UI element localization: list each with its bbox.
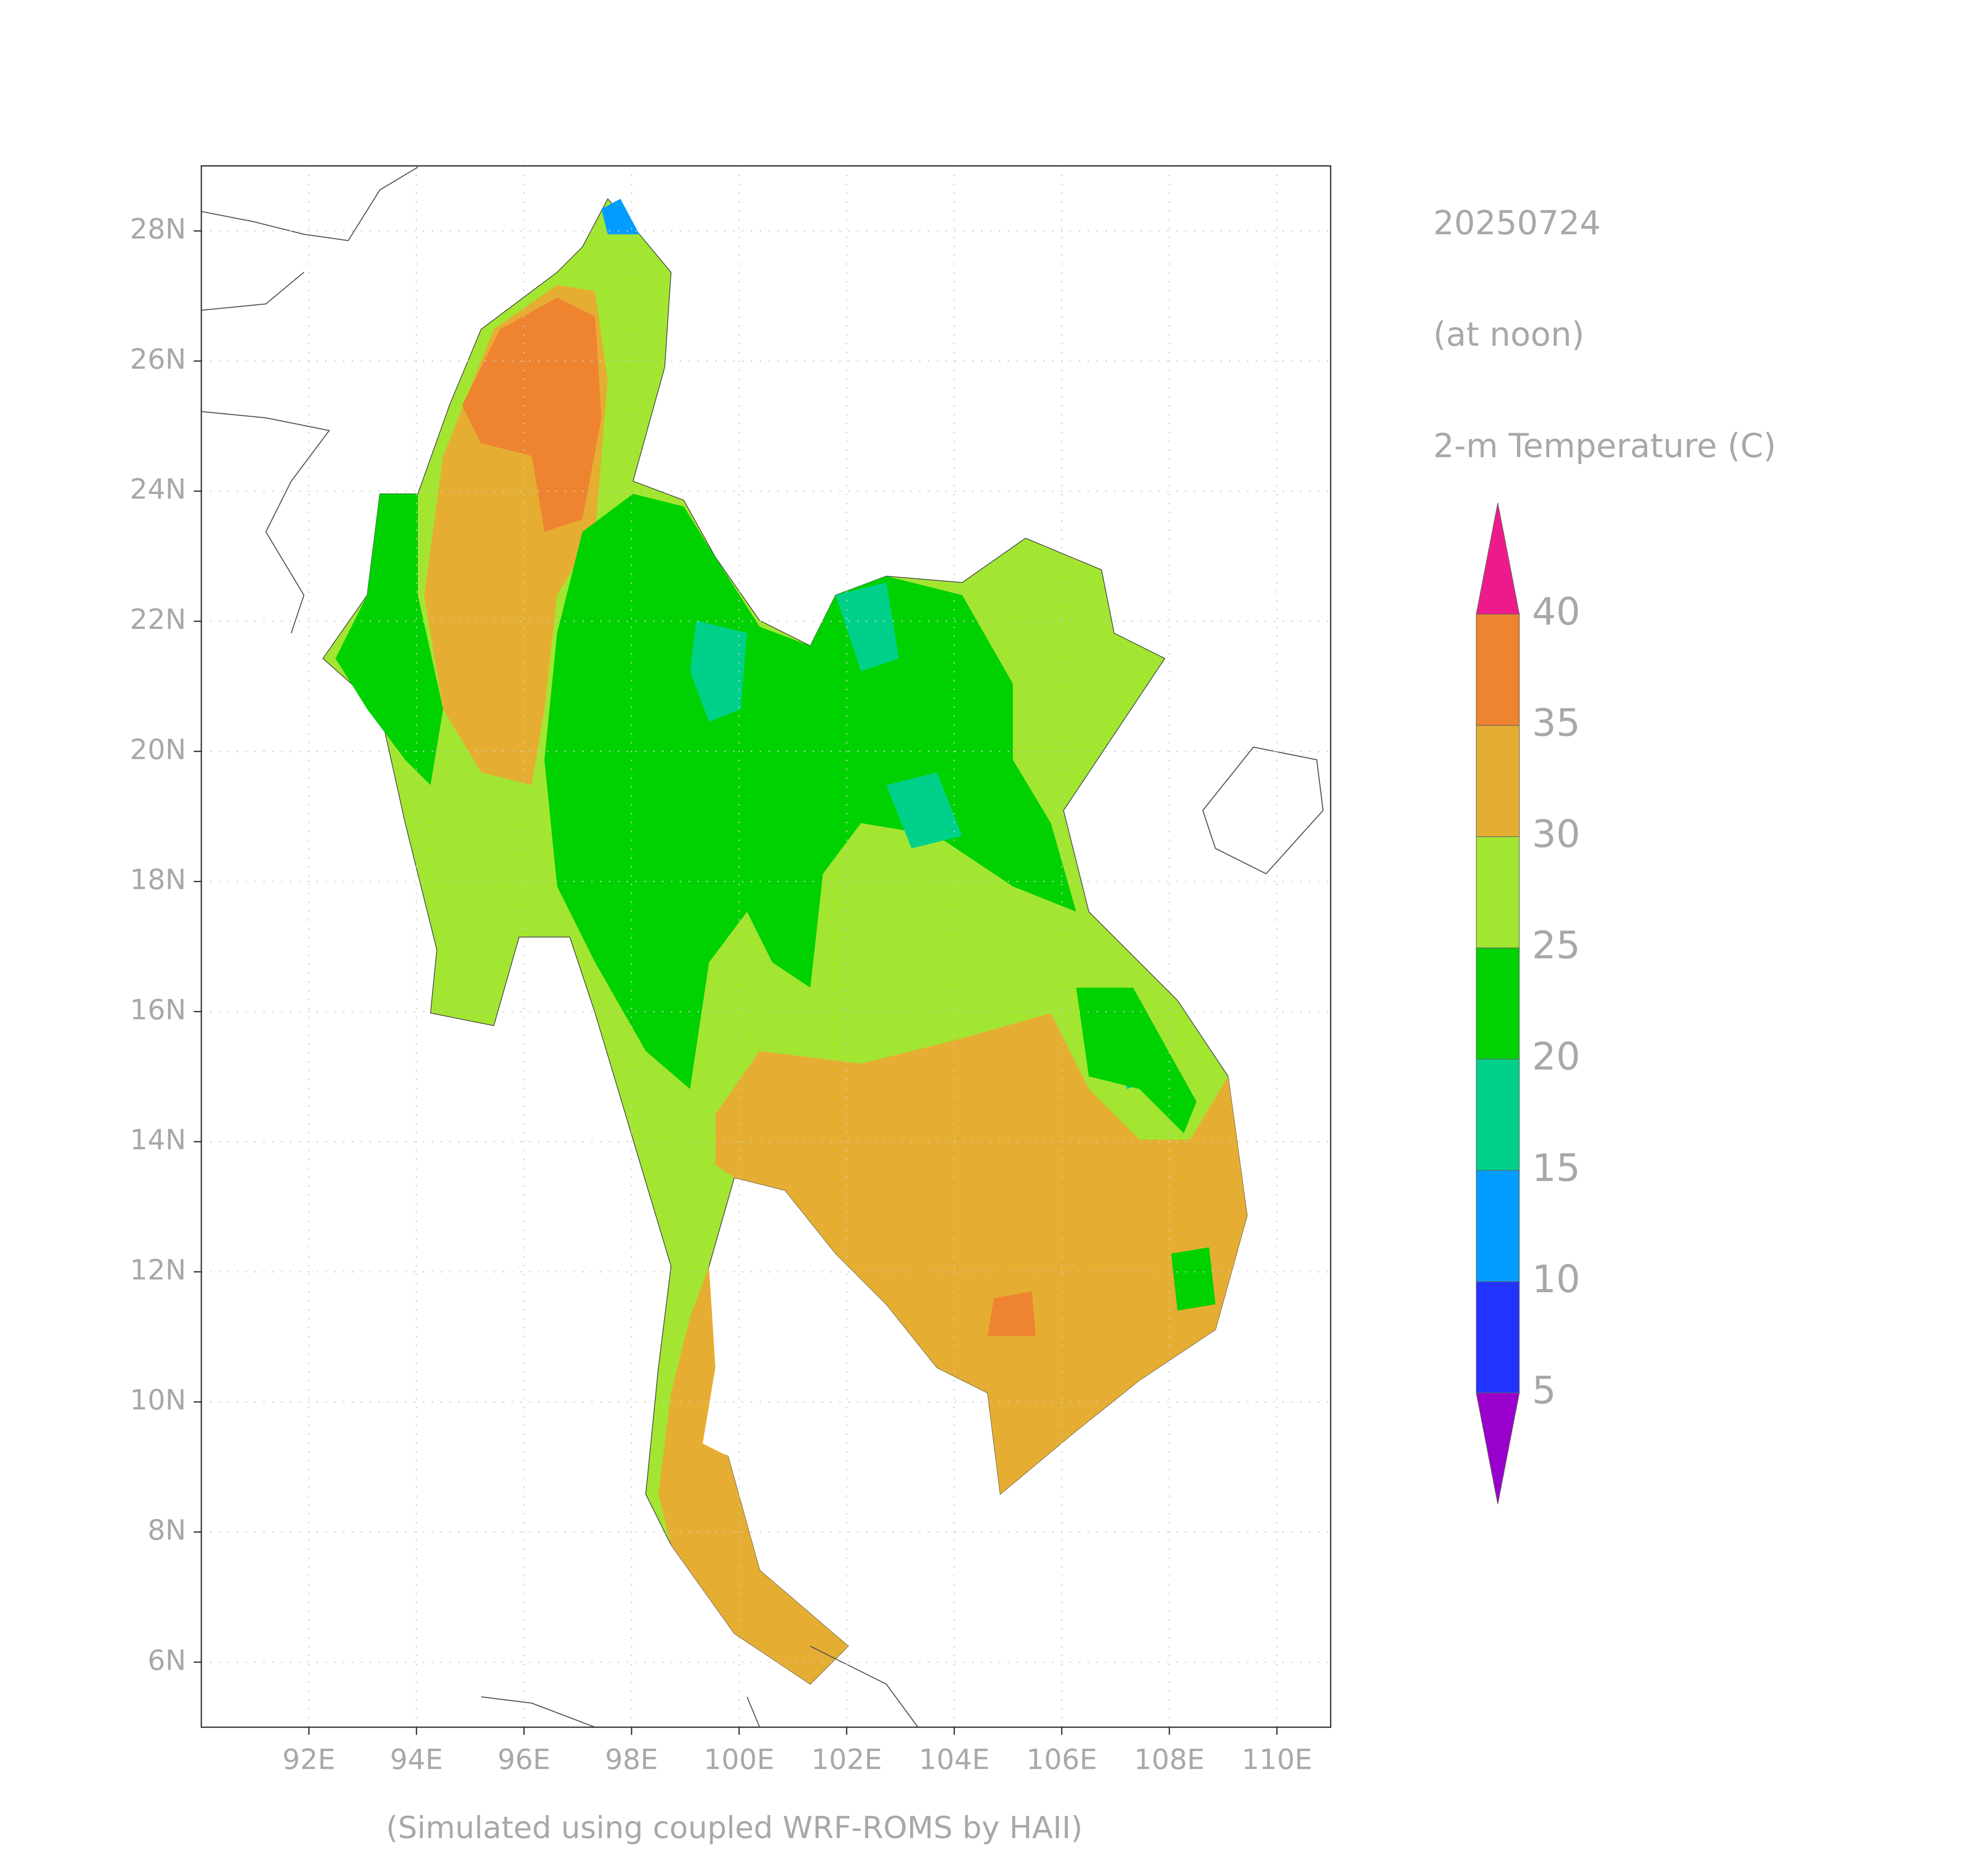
land-region <box>335 494 443 785</box>
colorbar-box <box>1476 1170 1520 1282</box>
land-region <box>462 297 602 532</box>
land-region <box>690 582 1165 1089</box>
footer-note: (Simulated using coupled WRF-ROMS by HAI… <box>386 1810 1083 1846</box>
y-tick-label: 8N <box>147 1514 186 1546</box>
land-region <box>544 494 1076 1089</box>
variable-label: 2-m Temperature (C) <box>1433 427 1776 465</box>
coastline <box>201 167 1324 1728</box>
colorbar-box <box>1476 1281 1520 1394</box>
land-region <box>601 199 640 234</box>
y-tick-label: 26N <box>130 343 186 375</box>
y-tick-label: 20N <box>130 733 186 766</box>
colorbar-box <box>1476 725 1520 837</box>
y-tick-label: 12N <box>130 1253 186 1286</box>
x-tick-label: 98E <box>605 1743 658 1776</box>
x-tick-label: 110E <box>1242 1743 1312 1776</box>
colorbar-label: 15 <box>1532 1146 1580 1190</box>
colorbar-label: 5 <box>1532 1369 1556 1413</box>
colorbar-box <box>1476 947 1520 1059</box>
colorbar-label: 25 <box>1532 924 1580 968</box>
y-tick-label: 10N <box>130 1384 186 1416</box>
land-region <box>715 1013 1247 1495</box>
colorbar-box <box>1476 614 1520 726</box>
colorbar-label: 30 <box>1532 812 1580 857</box>
land-region <box>1076 988 1216 1311</box>
x-tick-label: 108E <box>1134 1743 1204 1776</box>
y-tick-label: 22N <box>130 603 186 636</box>
y-tick-label: 6N <box>147 1644 186 1676</box>
land-region <box>658 1266 849 1684</box>
y-tick-label: 14N <box>130 1123 186 1156</box>
x-tick-label: 106E <box>1026 1743 1097 1776</box>
land-field <box>201 167 1324 1728</box>
y-tick-label: 28N <box>130 213 186 245</box>
x-tick-label: 104E <box>919 1743 989 1776</box>
land-region <box>987 1291 1036 1336</box>
colorbar-box <box>1476 836 1520 948</box>
colorbar-label: 40 <box>1532 590 1580 634</box>
y-tick-label: 18N <box>130 863 186 896</box>
colorbar-label: 20 <box>1532 1035 1580 1079</box>
x-tick-label: 102E <box>811 1743 882 1776</box>
map-subtitle: (at noon) <box>1433 316 1585 354</box>
x-tick-label: 92E <box>282 1743 335 1776</box>
y-tick-label: 16N <box>130 993 186 1026</box>
colorbar-under <box>1476 1392 1520 1504</box>
x-tick-label: 100E <box>704 1743 774 1776</box>
y-tick-label: 24N <box>130 473 186 506</box>
plot-frame <box>201 165 1332 1728</box>
colorbar-label: 35 <box>1532 701 1580 745</box>
colorbar-box <box>1476 1059 1520 1171</box>
colorbar-label: 10 <box>1532 1257 1580 1302</box>
map-date: 20250724 <box>1433 205 1601 243</box>
colorbar-over <box>1476 502 1520 615</box>
x-tick-label: 94E <box>390 1743 443 1776</box>
x-tick-label: 96E <box>498 1743 551 1776</box>
